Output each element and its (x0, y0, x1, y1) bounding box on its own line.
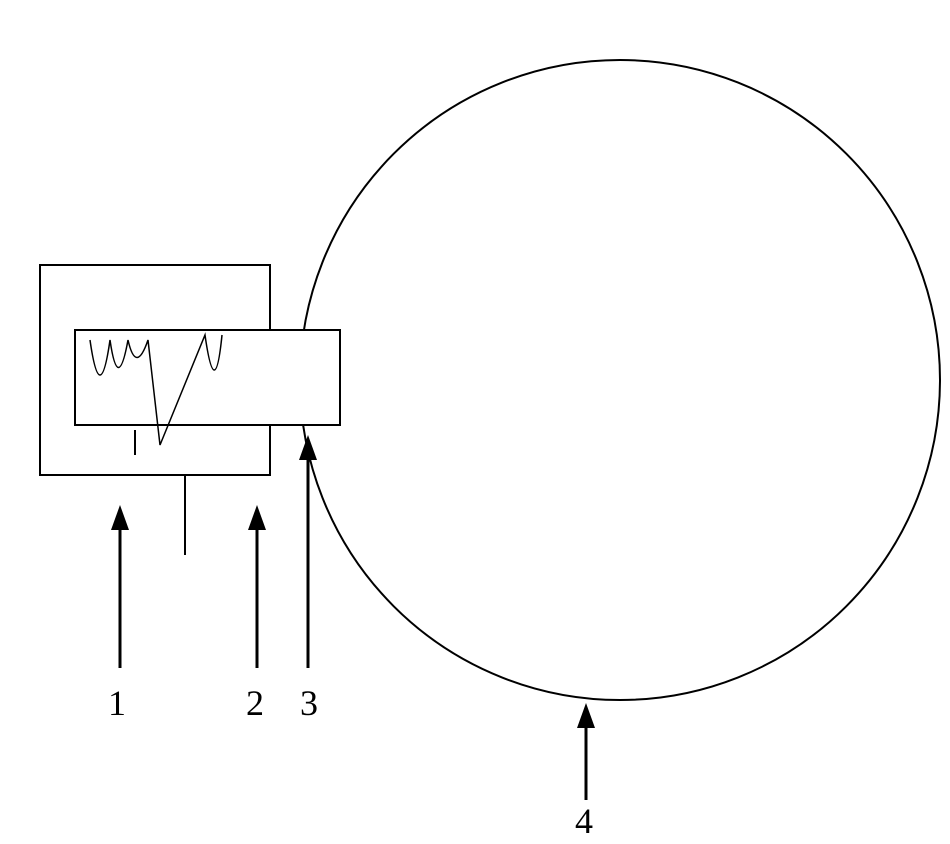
arrow-3 (299, 435, 317, 668)
large-circle (300, 60, 940, 700)
label-2: 2 (246, 682, 264, 724)
label-1: 1 (108, 682, 126, 724)
arrow-1 (111, 505, 129, 668)
schematic-svg (0, 0, 950, 844)
arrow-2 (248, 505, 266, 668)
arrow-4 (577, 703, 595, 800)
label-4: 4 (575, 800, 593, 842)
diagram-container: 1 2 3 4 (0, 0, 950, 844)
inner-rect (75, 330, 340, 425)
label-3: 3 (300, 682, 318, 724)
